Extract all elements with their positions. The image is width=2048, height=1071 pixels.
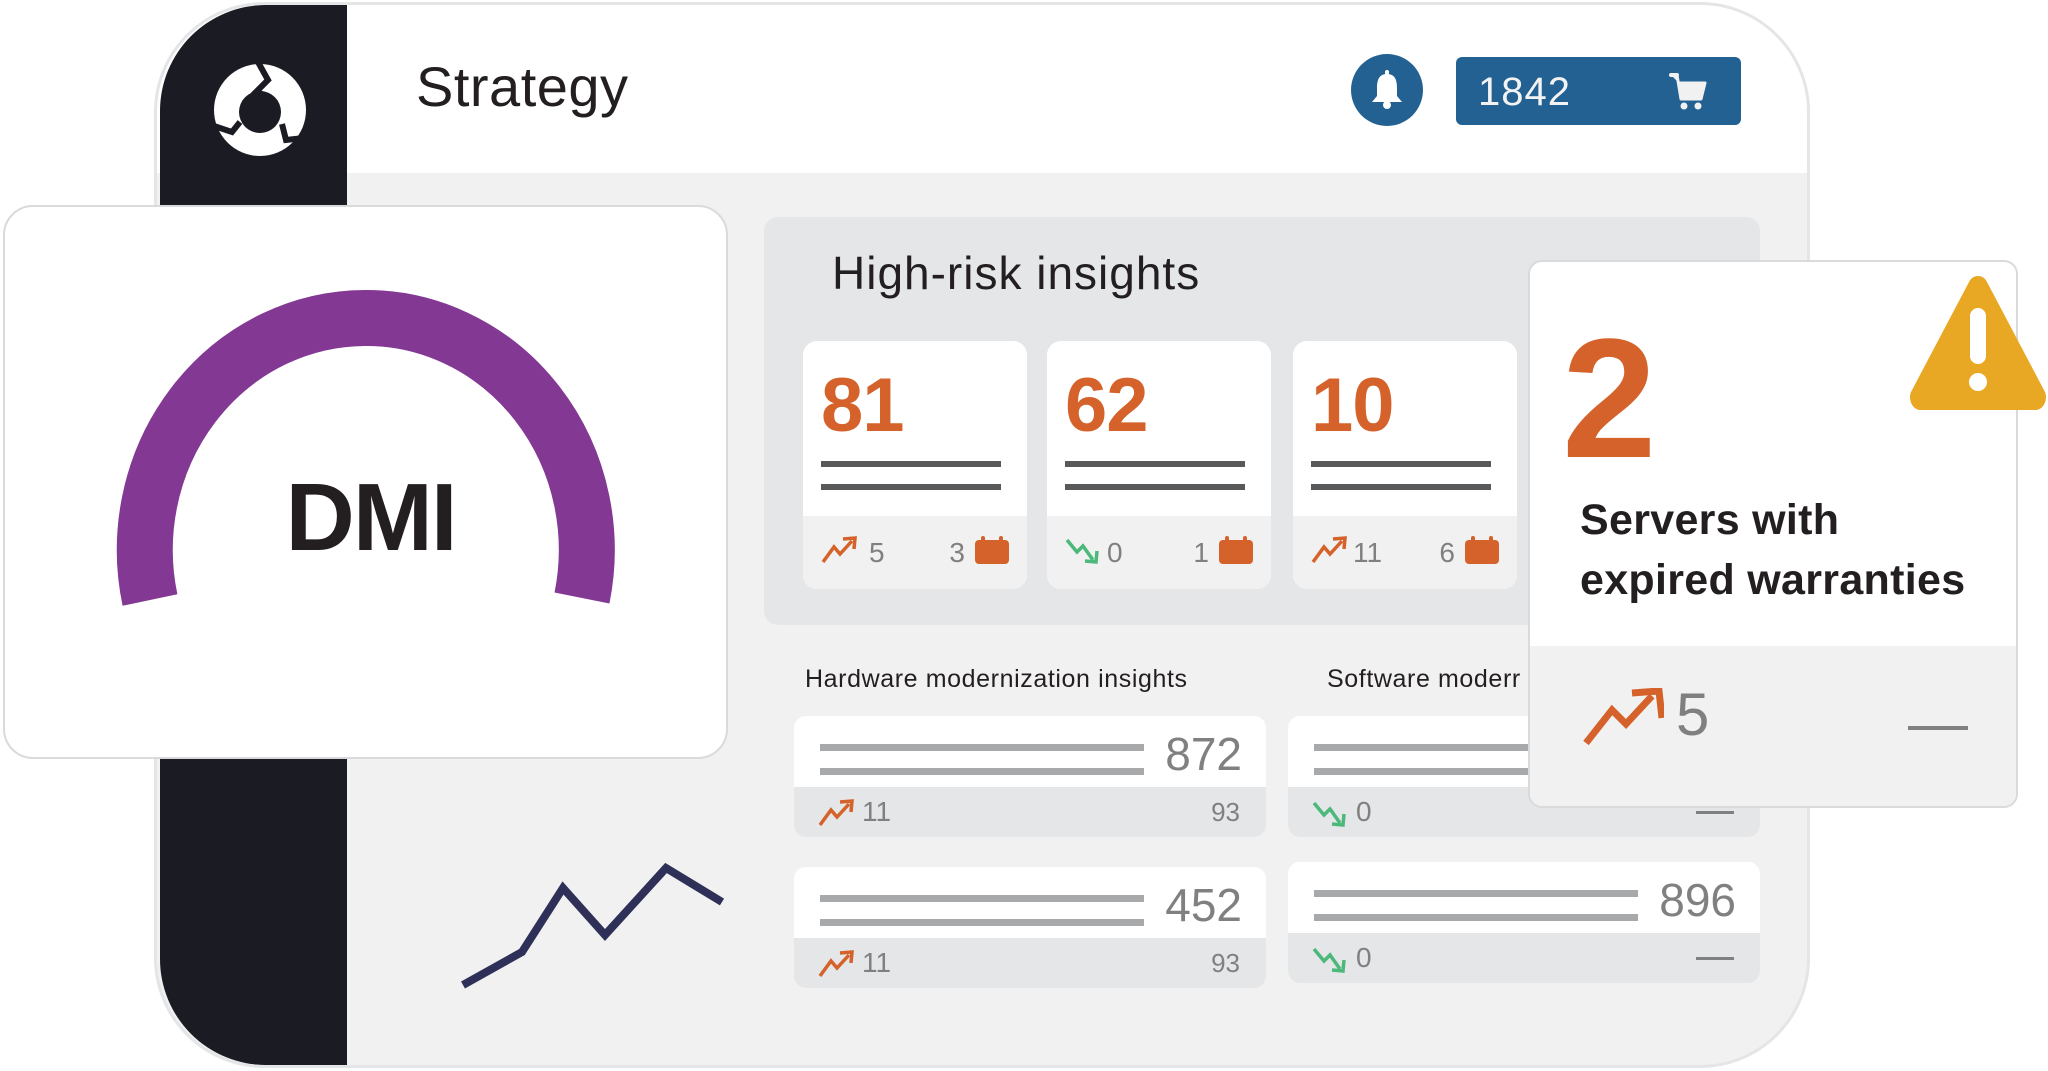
alert-text-line: expired warranties [1580,556,1966,604]
high-risk-title: High-risk insights [832,247,1201,299]
bell-icon [1372,70,1402,109]
trend-line-chart-icon [461,862,725,989]
trend-value: 5 [1676,681,1710,748]
alert-text-line: Servers with [1580,496,1840,544]
notifications-button[interactable] [1351,54,1423,126]
row-footer: 11 93 [794,938,1266,988]
placeholder-line [821,484,1001,490]
cart-count: 1842 [1478,70,1571,114]
risk-card[interactable]: 62 0 1 [1047,341,1271,589]
row-footer: 11 93 [794,787,1266,837]
risk-card-footer: 0 1 [1047,516,1271,589]
placeholder-line [820,919,1144,926]
count-value: 3 [949,537,965,568]
row-secondary-value: 93 [1211,797,1240,827]
cart-button[interactable]: 1842 [1456,57,1741,125]
placeholder-line [1314,744,1638,751]
count-value: 1 [1193,537,1209,568]
calendar-icon [1219,536,1253,564]
cycle-logo-icon[interactable] [212,62,308,158]
risk-card-footer: 5 3 [803,516,1027,589]
trend-up-icon [1311,536,1347,564]
alert-description: Servers with expired warranties [1580,490,2000,610]
placeholder-line [1314,914,1638,921]
trend-value: 0 [1356,942,1372,973]
risk-card[interactable]: 10 11 6 [1293,341,1517,589]
placeholder-line [820,895,1144,902]
placeholder-line [1314,768,1638,775]
trend-value: 5 [869,537,885,568]
placeholder-line [1311,461,1491,467]
cart-icon [1669,73,1707,110]
trend-value: 0 [1107,537,1123,568]
trend-down-icon [1312,947,1346,973]
trend-down-icon [1065,538,1099,564]
gauge-arc [116,289,615,606]
risk-value: 62 [1065,363,1149,448]
row-footer: 0 [1288,787,1760,837]
page-title: Strategy [416,55,629,118]
empty-value-dash [1696,811,1734,814]
gauge-label: DMI [285,464,458,571]
placeholder-line [1311,484,1491,490]
warning-icon [1910,276,2046,410]
risk-card[interactable]: 81 5 3 [803,341,1027,589]
alert-value: 2 [1562,304,1657,494]
trend-value: 0 [1356,796,1372,827]
trend-up-icon [818,950,854,978]
placeholder-line [820,768,1144,775]
risk-card-footer: 11 6 [1293,516,1517,589]
empty-value-dash [1908,726,1968,730]
calendar-icon [1465,536,1499,564]
trend-value: 11 [1353,537,1383,568]
row-value: 872 [1165,728,1242,780]
software-insight-row[interactable]: 896 0 [1288,862,1760,983]
software-section-label: Software moderr [1327,665,1521,693]
placeholder-line [1314,890,1638,897]
row-secondary-value: 93 [1211,948,1240,978]
hardware-insight-row[interactable]: 872 11 93 [794,716,1266,837]
trend-value: 11 [862,796,892,827]
trend-up-icon [821,536,857,564]
hardware-section-label: Hardware modernization insights [805,665,1188,693]
calendar-icon [975,536,1009,564]
row-value: 896 [1659,874,1736,926]
placeholder-line [821,461,1001,467]
trend-up-icon [1583,688,1664,746]
trend-up-icon [818,799,854,827]
trend-value: 11 [862,947,892,978]
count-value: 6 [1439,537,1455,568]
risk-value: 81 [821,363,905,448]
empty-value-dash [1696,957,1734,960]
row-footer: 0 [1288,933,1760,983]
alert-card-footer: 5 [1530,646,2016,806]
row-value: 452 [1165,879,1242,931]
placeholder-line [820,744,1144,751]
trend-down-icon [1312,801,1346,827]
hardware-insight-row[interactable]: 452 11 93 [794,867,1266,988]
risk-value: 10 [1311,363,1395,448]
placeholder-line [1065,461,1245,467]
placeholder-line [1065,484,1245,490]
alert-card[interactable]: 2 Servers with expired warranties 5 [1528,260,2018,808]
